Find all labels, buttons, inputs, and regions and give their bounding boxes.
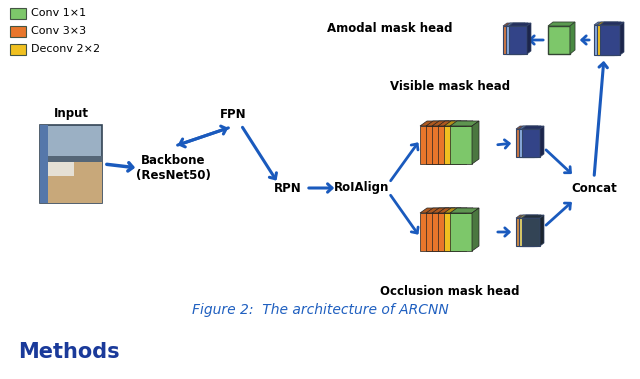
Polygon shape <box>448 121 455 164</box>
Polygon shape <box>454 208 461 251</box>
Text: Methods: Methods <box>18 342 120 362</box>
Polygon shape <box>420 126 442 164</box>
Polygon shape <box>43 158 74 176</box>
Polygon shape <box>438 126 460 164</box>
Polygon shape <box>40 125 48 203</box>
Polygon shape <box>442 208 449 251</box>
Polygon shape <box>597 22 621 25</box>
Polygon shape <box>450 208 479 213</box>
Text: Backbone
(ResNet50): Backbone (ResNet50) <box>136 153 211 183</box>
FancyBboxPatch shape <box>10 44 26 55</box>
Polygon shape <box>40 125 102 203</box>
Polygon shape <box>438 213 460 251</box>
Polygon shape <box>534 126 538 157</box>
FancyBboxPatch shape <box>10 8 26 19</box>
Polygon shape <box>600 25 620 55</box>
Polygon shape <box>432 121 461 126</box>
Polygon shape <box>420 213 442 251</box>
Polygon shape <box>522 126 544 129</box>
Polygon shape <box>450 121 479 126</box>
Polygon shape <box>454 121 461 164</box>
Polygon shape <box>444 126 466 164</box>
Polygon shape <box>614 22 618 55</box>
Polygon shape <box>522 215 544 218</box>
Polygon shape <box>570 22 575 54</box>
Text: FPN: FPN <box>220 108 246 122</box>
Polygon shape <box>420 208 449 213</box>
Polygon shape <box>521 23 525 54</box>
Text: Conv 3×3: Conv 3×3 <box>31 27 86 36</box>
Polygon shape <box>527 23 531 54</box>
Polygon shape <box>519 126 541 129</box>
Text: Amodal mask head: Amodal mask head <box>327 22 452 34</box>
FancyBboxPatch shape <box>10 26 26 37</box>
Polygon shape <box>466 208 473 251</box>
Polygon shape <box>534 215 538 246</box>
Polygon shape <box>432 213 454 251</box>
Polygon shape <box>540 215 544 246</box>
Text: Conv 1×1: Conv 1×1 <box>31 8 86 19</box>
Polygon shape <box>522 129 540 157</box>
Polygon shape <box>40 156 102 162</box>
Polygon shape <box>466 121 473 164</box>
Polygon shape <box>594 25 614 55</box>
Text: Deconv 2×2: Deconv 2×2 <box>31 44 100 55</box>
Text: Input: Input <box>54 107 88 120</box>
Polygon shape <box>444 213 466 251</box>
Polygon shape <box>617 22 621 55</box>
Polygon shape <box>519 129 537 157</box>
Polygon shape <box>503 23 525 26</box>
Polygon shape <box>426 213 448 251</box>
Polygon shape <box>426 208 455 213</box>
Polygon shape <box>448 208 455 251</box>
Polygon shape <box>432 208 461 213</box>
Text: RPN: RPN <box>274 182 302 194</box>
Polygon shape <box>524 23 528 54</box>
Polygon shape <box>509 26 527 54</box>
Polygon shape <box>460 208 467 251</box>
Polygon shape <box>420 121 449 126</box>
Polygon shape <box>438 121 467 126</box>
Polygon shape <box>472 208 479 251</box>
Polygon shape <box>548 22 575 26</box>
Polygon shape <box>537 215 541 246</box>
Text: Visible mask head: Visible mask head <box>390 80 510 93</box>
Polygon shape <box>519 218 537 246</box>
Polygon shape <box>444 121 473 126</box>
Polygon shape <box>600 22 624 25</box>
Text: RoIAlign: RoIAlign <box>334 182 390 194</box>
Polygon shape <box>503 26 521 54</box>
Polygon shape <box>506 26 524 54</box>
Polygon shape <box>432 126 454 164</box>
Polygon shape <box>442 121 449 164</box>
Polygon shape <box>522 218 540 246</box>
Polygon shape <box>594 22 618 25</box>
Polygon shape <box>516 129 534 157</box>
Polygon shape <box>460 121 467 164</box>
Polygon shape <box>426 121 455 126</box>
Polygon shape <box>537 126 541 157</box>
Polygon shape <box>516 215 538 218</box>
Polygon shape <box>519 215 541 218</box>
Polygon shape <box>426 126 448 164</box>
Text: Concat: Concat <box>571 182 617 194</box>
Polygon shape <box>516 126 538 129</box>
Polygon shape <box>450 213 472 251</box>
Polygon shape <box>438 208 467 213</box>
Polygon shape <box>516 218 534 246</box>
Polygon shape <box>509 23 531 26</box>
Polygon shape <box>40 160 102 203</box>
Text: Occlusion mask head: Occlusion mask head <box>380 285 520 298</box>
Polygon shape <box>472 121 479 164</box>
Polygon shape <box>450 126 472 164</box>
Polygon shape <box>597 25 617 55</box>
Polygon shape <box>444 208 473 213</box>
Text: Figure 2:  The architecture of ARCNN: Figure 2: The architecture of ARCNN <box>191 303 449 317</box>
Polygon shape <box>548 26 570 54</box>
Polygon shape <box>540 126 544 157</box>
Polygon shape <box>620 22 624 55</box>
Polygon shape <box>506 23 528 26</box>
